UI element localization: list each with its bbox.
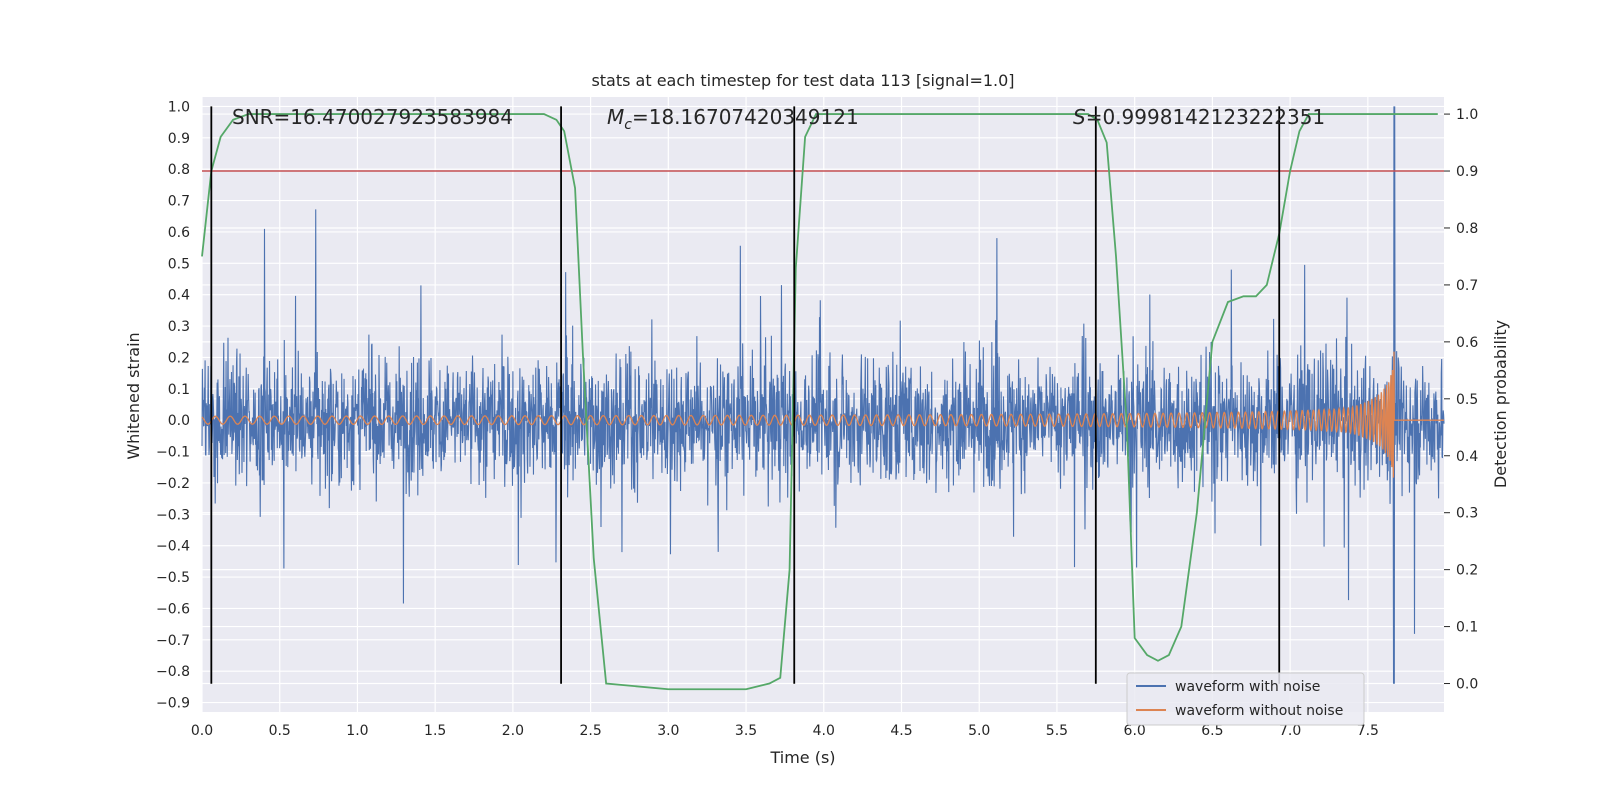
y-axis-ticks: −0.9 −0.8 −0.7 −0.6 −0.5 −0.4 −0.3 −0.2 −0.1 0.0 0… (156, 99, 190, 711)
y2-tick-label: 0.6 (1456, 335, 1478, 351)
x-tick-label: 7.0 (1279, 723, 1301, 739)
x-tick-label: 3.5 (735, 723, 757, 739)
s-symbol: S (1073, 105, 1086, 129)
y-tick-label: 0.2 (168, 350, 190, 366)
x-tick-label: 5.0 (968, 723, 990, 739)
x-tick-label: 4.5 (890, 723, 912, 739)
vertical-marker-lines (210, 106, 1281, 684)
y-tick-label: 0.6 (168, 225, 190, 241)
y-tick-label: 0.3 (168, 319, 190, 335)
s-value: =0.9998142123222351 (1086, 105, 1325, 129)
y-tick-label: −0.9 (156, 696, 190, 712)
clean-waveform-line (201, 351, 1444, 478)
x-tick-label: 6.0 (1124, 723, 1146, 739)
x-tick-label: 2.5 (579, 723, 601, 739)
y2-tick-label: 0.3 (1456, 506, 1478, 522)
chirp-mass-annotation: Mc=18.16707420349121 (607, 105, 859, 133)
y-tick-label: −0.6 (156, 601, 190, 617)
series-detection-probability (201, 113, 1438, 691)
plot-area (201, 97, 1445, 712)
y-tick-label: 0.9 (168, 131, 190, 147)
legend: waveform with noise waveform without noi… (1126, 672, 1365, 726)
y2-tick-label: 0.7 (1456, 278, 1478, 294)
chirp-mass-value: =18.16707420349121 (632, 105, 859, 129)
y-tick-label: −0.5 (156, 570, 190, 586)
x-tick-label: 7.5 (1357, 723, 1379, 739)
y-tick-label: 0.4 (168, 288, 190, 304)
x-axis-ticks: 0.0 0.5 1.0 1.5 2.0 2.5 3.0 3.5 4.0 4.5 5.0 5.5 6.0 6… (191, 723, 1379, 739)
y-tick-label: −0.3 (156, 507, 190, 523)
series-waveform-with-noise (201, 106, 1445, 684)
legend-box (1126, 672, 1365, 726)
s-annotation: S=0.9998142123222351 (1073, 105, 1325, 129)
y2-tick-label: 0.2 (1456, 563, 1478, 579)
y-tick-label: 0.5 (168, 256, 190, 272)
x-tick-label: 3.0 (657, 723, 679, 739)
y2-tick-label: 0.4 (1456, 449, 1478, 465)
chart-title: stats at each timestep for test data 113… (591, 71, 1014, 90)
y2-tick-label: 0.1 (1456, 620, 1478, 636)
x-tick-label: 2.0 (502, 723, 524, 739)
x-tick-label: 1.0 (346, 723, 368, 739)
y-tick-label: 0.7 (168, 194, 190, 210)
y-tick-label: 1.0 (168, 99, 190, 115)
chirp-mass-symbol: M (607, 105, 624, 129)
x-tick-label: 6.5 (1201, 723, 1223, 739)
legend-label-clean: waveform without noise (1175, 703, 1343, 719)
x-tick-label: 0.5 (269, 723, 291, 739)
y-tick-label: −0.2 (156, 476, 190, 492)
x-tick-label: 5.5 (1046, 723, 1068, 739)
x-tick-label: 0.0 (191, 723, 213, 739)
x-axis-label: Time (s) (769, 748, 835, 767)
y2-tick-label: 0.9 (1456, 164, 1478, 180)
x-tick-label: 1.5 (424, 723, 446, 739)
y-tick-label: −0.1 (156, 445, 190, 461)
y2-tick-label: 0.0 (1456, 677, 1478, 693)
y-tick-label: 0.1 (168, 382, 190, 398)
y2-axis-label: Detection probability (1491, 320, 1510, 488)
y-tick-label: −0.4 (156, 539, 190, 555)
y-tick-label: −0.7 (156, 633, 190, 649)
probability-line (201, 113, 1438, 691)
y-tick-label: 0.0 (168, 413, 190, 429)
chirp-mass-subscript: c (624, 117, 632, 133)
y-tick-label: 0.8 (168, 162, 190, 178)
y2-axis-ticks: 0.0 0.1 0.2 0.3 0.4 0.5 0.6 0.7 0.8 0.9 1.0 (1444, 107, 1478, 693)
noise-waveform-line (201, 106, 1445, 684)
y-axis-label: Whitened strain (124, 332, 143, 459)
y2-tick-label: 0.5 (1456, 392, 1478, 408)
y2-tick-label: 0.8 (1456, 221, 1478, 237)
series-waveform-without-noise (201, 351, 1444, 478)
snr-annotation: SNR=16.470027923583984 (232, 105, 513, 129)
y2-tick-label: 1.0 (1456, 107, 1478, 123)
y-tick-label: −0.8 (156, 664, 190, 680)
x-tick-label: 4.0 (813, 723, 835, 739)
legend-label-noise: waveform with noise (1175, 679, 1320, 695)
